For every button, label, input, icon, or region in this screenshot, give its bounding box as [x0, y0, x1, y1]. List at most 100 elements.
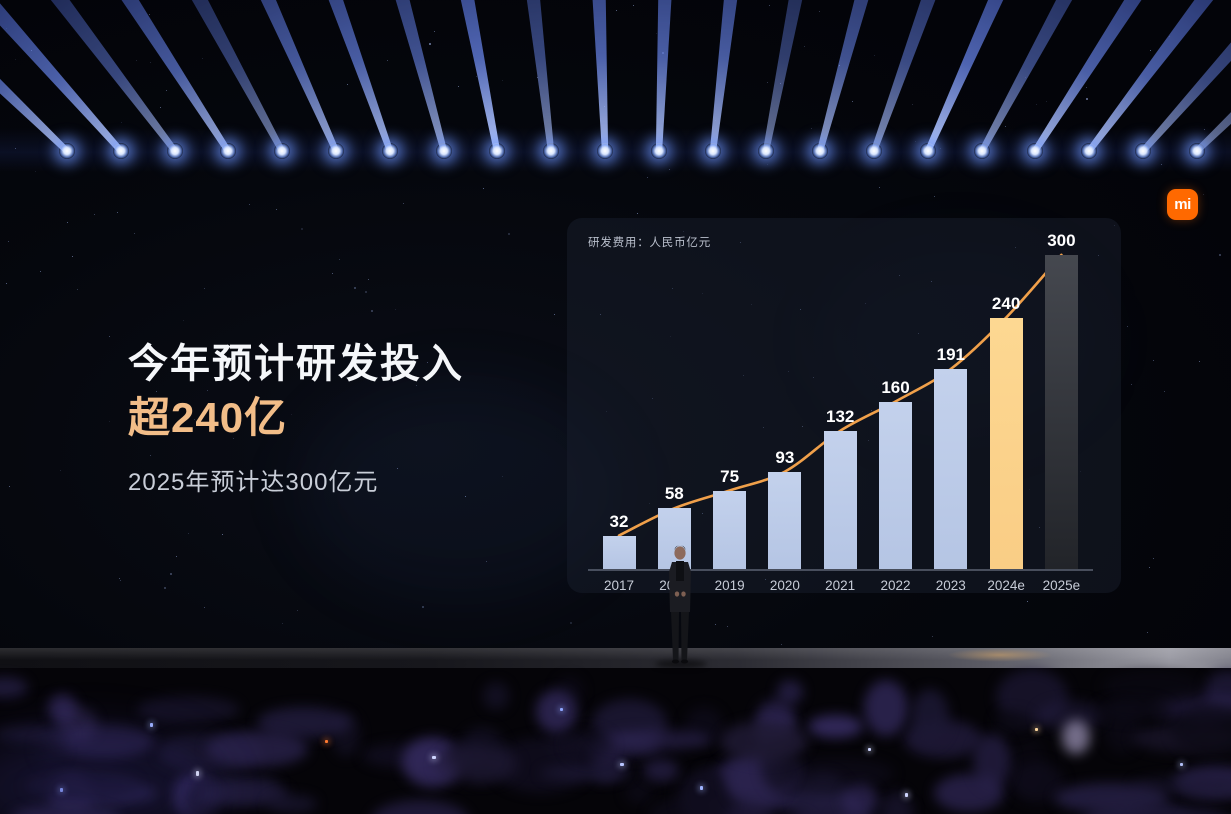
crowd-silhouette [601, 730, 711, 750]
star [134, 233, 136, 235]
light-fixture-head [328, 143, 344, 159]
presenter [669, 545, 691, 664]
crowd-silhouette [540, 765, 633, 781]
star [656, 33, 658, 35]
star [94, 214, 96, 216]
star [483, 188, 485, 190]
crowd-silhouette [864, 680, 908, 736]
star [1015, 247, 1017, 249]
star [672, 288, 674, 290]
background-haze [300, 380, 620, 600]
crowd-silhouette [435, 746, 519, 783]
star [354, 287, 357, 290]
star [800, 309, 802, 311]
star [502, 80, 504, 82]
presenter-head [674, 546, 686, 560]
star [1086, 98, 1089, 101]
star [508, 233, 511, 236]
bar-value-label: 160 [881, 377, 910, 397]
light-fixture-head [812, 143, 829, 159]
star [1036, 104, 1038, 106]
audience-crowd [0, 668, 1231, 814]
light-fixture-head [1188, 143, 1205, 159]
x-axis-tick-label: 2022 [880, 578, 911, 593]
xiaomi-logo-text: mi [1174, 196, 1191, 213]
star [403, 203, 405, 205]
headline-subtitle: 2025年预计达300亿元 [128, 469, 379, 497]
phone-light [60, 788, 63, 792]
x-axis-tick-label: 2021 [825, 578, 856, 593]
star [465, 496, 467, 498]
star [365, 291, 368, 294]
light-truss-glow [0, 128, 1231, 172]
bar-value-label: 240 [991, 293, 1021, 313]
star [77, 289, 79, 291]
star [170, 573, 173, 576]
star [874, 55, 876, 57]
light-fixture-head [166, 143, 183, 159]
crowd-silhouette [371, 800, 469, 814]
star [769, 5, 771, 7]
star [136, 60, 138, 62]
crowd-silhouette [911, 689, 949, 745]
star [1039, 527, 1041, 529]
star [291, 414, 293, 416]
star [1203, 194, 1205, 196]
bar [934, 369, 968, 569]
light-beam-ray [646, 0, 688, 151]
light-fixture-head [274, 143, 291, 159]
star [109, 421, 111, 423]
star [819, 11, 821, 13]
star [1127, 326, 1129, 328]
chart-panel: 研发费用：人民币亿元 32201758201875201993202013220… [567, 218, 1121, 593]
crowd-silhouette [137, 696, 240, 723]
star [194, 419, 196, 421]
star [788, 371, 790, 373]
stage-edge [0, 648, 1231, 668]
star [912, 104, 914, 106]
star [781, 644, 783, 646]
light-fixture-head [381, 143, 398, 159]
light-fixture-head [59, 143, 75, 159]
star [1161, 164, 1163, 166]
star [931, 281, 933, 283]
phone-light [1035, 728, 1038, 731]
star [120, 580, 122, 582]
light-fixture-head [650, 143, 667, 159]
crowd-silhouette [973, 734, 1011, 789]
x-axis-tick-label: 2024e [987, 578, 1025, 593]
star [804, 46, 806, 48]
x-axis-tick-label: 2023 [935, 578, 966, 593]
star [371, 310, 374, 313]
light-fixture-head [543, 143, 560, 159]
crowd-silhouette [48, 694, 77, 723]
bar-value-label: 132 [826, 406, 855, 426]
bar-value-label: 191 [936, 345, 965, 364]
crowd-silhouette [11, 805, 120, 814]
star [652, 398, 654, 400]
light-fixture-head [1081, 143, 1098, 159]
crowd-silhouette [881, 790, 913, 814]
crowd-silhouette [1129, 807, 1231, 814]
star [249, 204, 251, 206]
star [416, 385, 418, 387]
star [862, 411, 864, 413]
crowd-silhouette [795, 773, 851, 814]
star [743, 375, 745, 377]
star [149, 14, 151, 16]
presenter-legs [671, 612, 679, 660]
star [633, 5, 635, 7]
bar [823, 430, 857, 569]
presenter-jacket [669, 562, 691, 612]
presenter-shoe [671, 659, 680, 664]
xiaomi-logo: mi [1167, 189, 1198, 220]
star [422, 606, 425, 609]
star [570, 622, 573, 625]
light-beam-ray [576, 0, 618, 151]
star [1153, 558, 1155, 560]
phone-light [325, 740, 328, 743]
crowd-silhouette [720, 721, 808, 762]
star [160, 107, 162, 109]
